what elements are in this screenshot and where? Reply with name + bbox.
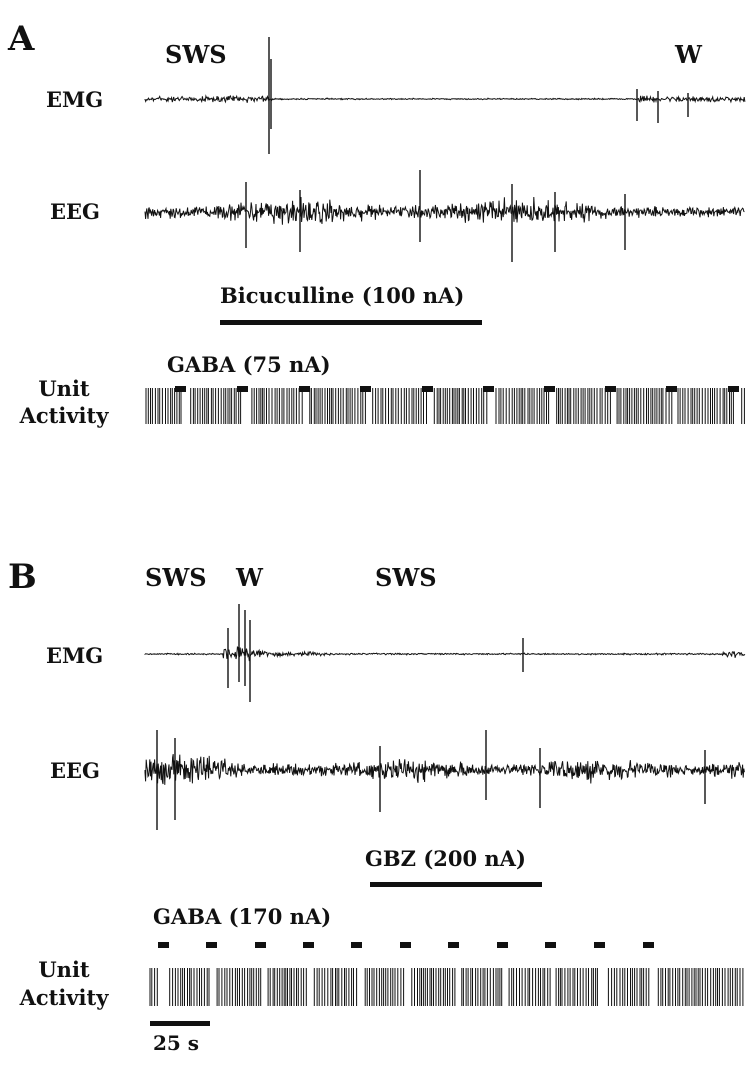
panel-b-gaba-pulse-7 — [497, 942, 508, 948]
panel-a-eeg-trace — [144, 170, 745, 262]
panel-b-eeg-waveform — [144, 754, 745, 785]
panel-b-gaba-pulse-0 — [158, 942, 169, 948]
panel-b-drug-bar — [370, 882, 542, 887]
panel-a-label: A — [7, 19, 35, 59]
panel-a-gaba-pulse-6 — [544, 386, 555, 392]
scale-bar-label: 25 s — [153, 1031, 199, 1055]
panel-b-gaba-pulse-8 — [545, 942, 556, 948]
panel-b-gaba-pulse-5 — [400, 942, 411, 948]
panel-a-unit-label-2: Activity — [19, 403, 110, 428]
panel-a-state-sws: SWS — [165, 40, 227, 69]
panel-b-emg-trace — [144, 604, 746, 702]
panel-b-unit-raster — [149, 968, 744, 1006]
panel-a-unit-label-1: Unit — [38, 376, 90, 401]
panel-a-unit-activity — [145, 388, 745, 424]
panel-b-gaba-pulse-3 — [303, 942, 314, 948]
panel-a-gaba-pulse-1 — [237, 386, 248, 392]
panel-b-drug-label: GBZ (200 nA) — [365, 846, 526, 871]
panel-b-unit-label-1: Unit — [38, 957, 90, 982]
panel-b-gaba-pulses — [158, 942, 654, 948]
panel-a-emg-spikes — [268, 37, 689, 154]
panel-b-unit-label-2: Activity — [19, 985, 110, 1010]
panel-a-unit-raster — [145, 388, 745, 424]
panel-b-emg-label: EMG — [46, 643, 103, 668]
panel-b-state-w: W — [235, 563, 264, 592]
panel-b-gaba-pulse-6 — [448, 942, 459, 948]
panel-a-emg-trace — [144, 37, 746, 154]
panel-a-drug-label: Bicuculline (100 nA) — [220, 283, 464, 308]
panel-b-state-sws-1: SWS — [145, 563, 207, 592]
panel-b-eeg-label: EEG — [50, 758, 100, 783]
panel-a-gaba-pulse-5 — [483, 386, 494, 392]
panel-b-label: B — [8, 557, 37, 597]
panel-a-eeg-waveform — [144, 196, 745, 225]
panel-a-drug-bar — [220, 320, 482, 325]
panel-b-gaba-pulse-9 — [594, 942, 605, 948]
panel-b-gaba-pulse-4 — [351, 942, 362, 948]
panel-b-unit-activity — [149, 968, 744, 1006]
panel-b-eeg-trace — [144, 730, 745, 830]
panel-b-gaba-label: GABA (170 nA) — [153, 904, 331, 929]
panel-a-gaba-label: GABA (75 nA) — [167, 352, 331, 377]
panel-a: A SWS W EMG EEG Bicuculline (100 nA) GAB… — [7, 19, 746, 428]
panel-b-gaba-pulse-10 — [643, 942, 654, 948]
panel-b-eeg-spikes — [156, 730, 706, 830]
panel-a-emg-label: EMG — [46, 87, 103, 112]
panel-b-gaba-pulse-2 — [255, 942, 266, 948]
panel-b-gaba-pulse-1 — [206, 942, 217, 948]
panel-b-state-sws-2: SWS — [375, 563, 437, 592]
panel-b-emg-spikes — [227, 604, 524, 702]
panel-a-eeg-spikes — [245, 170, 626, 262]
panel-a-state-w: W — [674, 40, 703, 69]
panel-b-emg-waveform — [144, 646, 746, 662]
panel-a-gaba-pulse-2 — [299, 386, 310, 392]
panel-a-emg-waveform — [144, 94, 746, 104]
scale-bar — [150, 1021, 210, 1026]
panel-a-eeg-label: EEG — [50, 199, 100, 224]
panel-b: B SWS W SWS EMG EEG GBZ (200 nA) GABA (1… — [8, 557, 746, 1055]
panel-a-gaba-pulse-4 — [422, 386, 433, 392]
